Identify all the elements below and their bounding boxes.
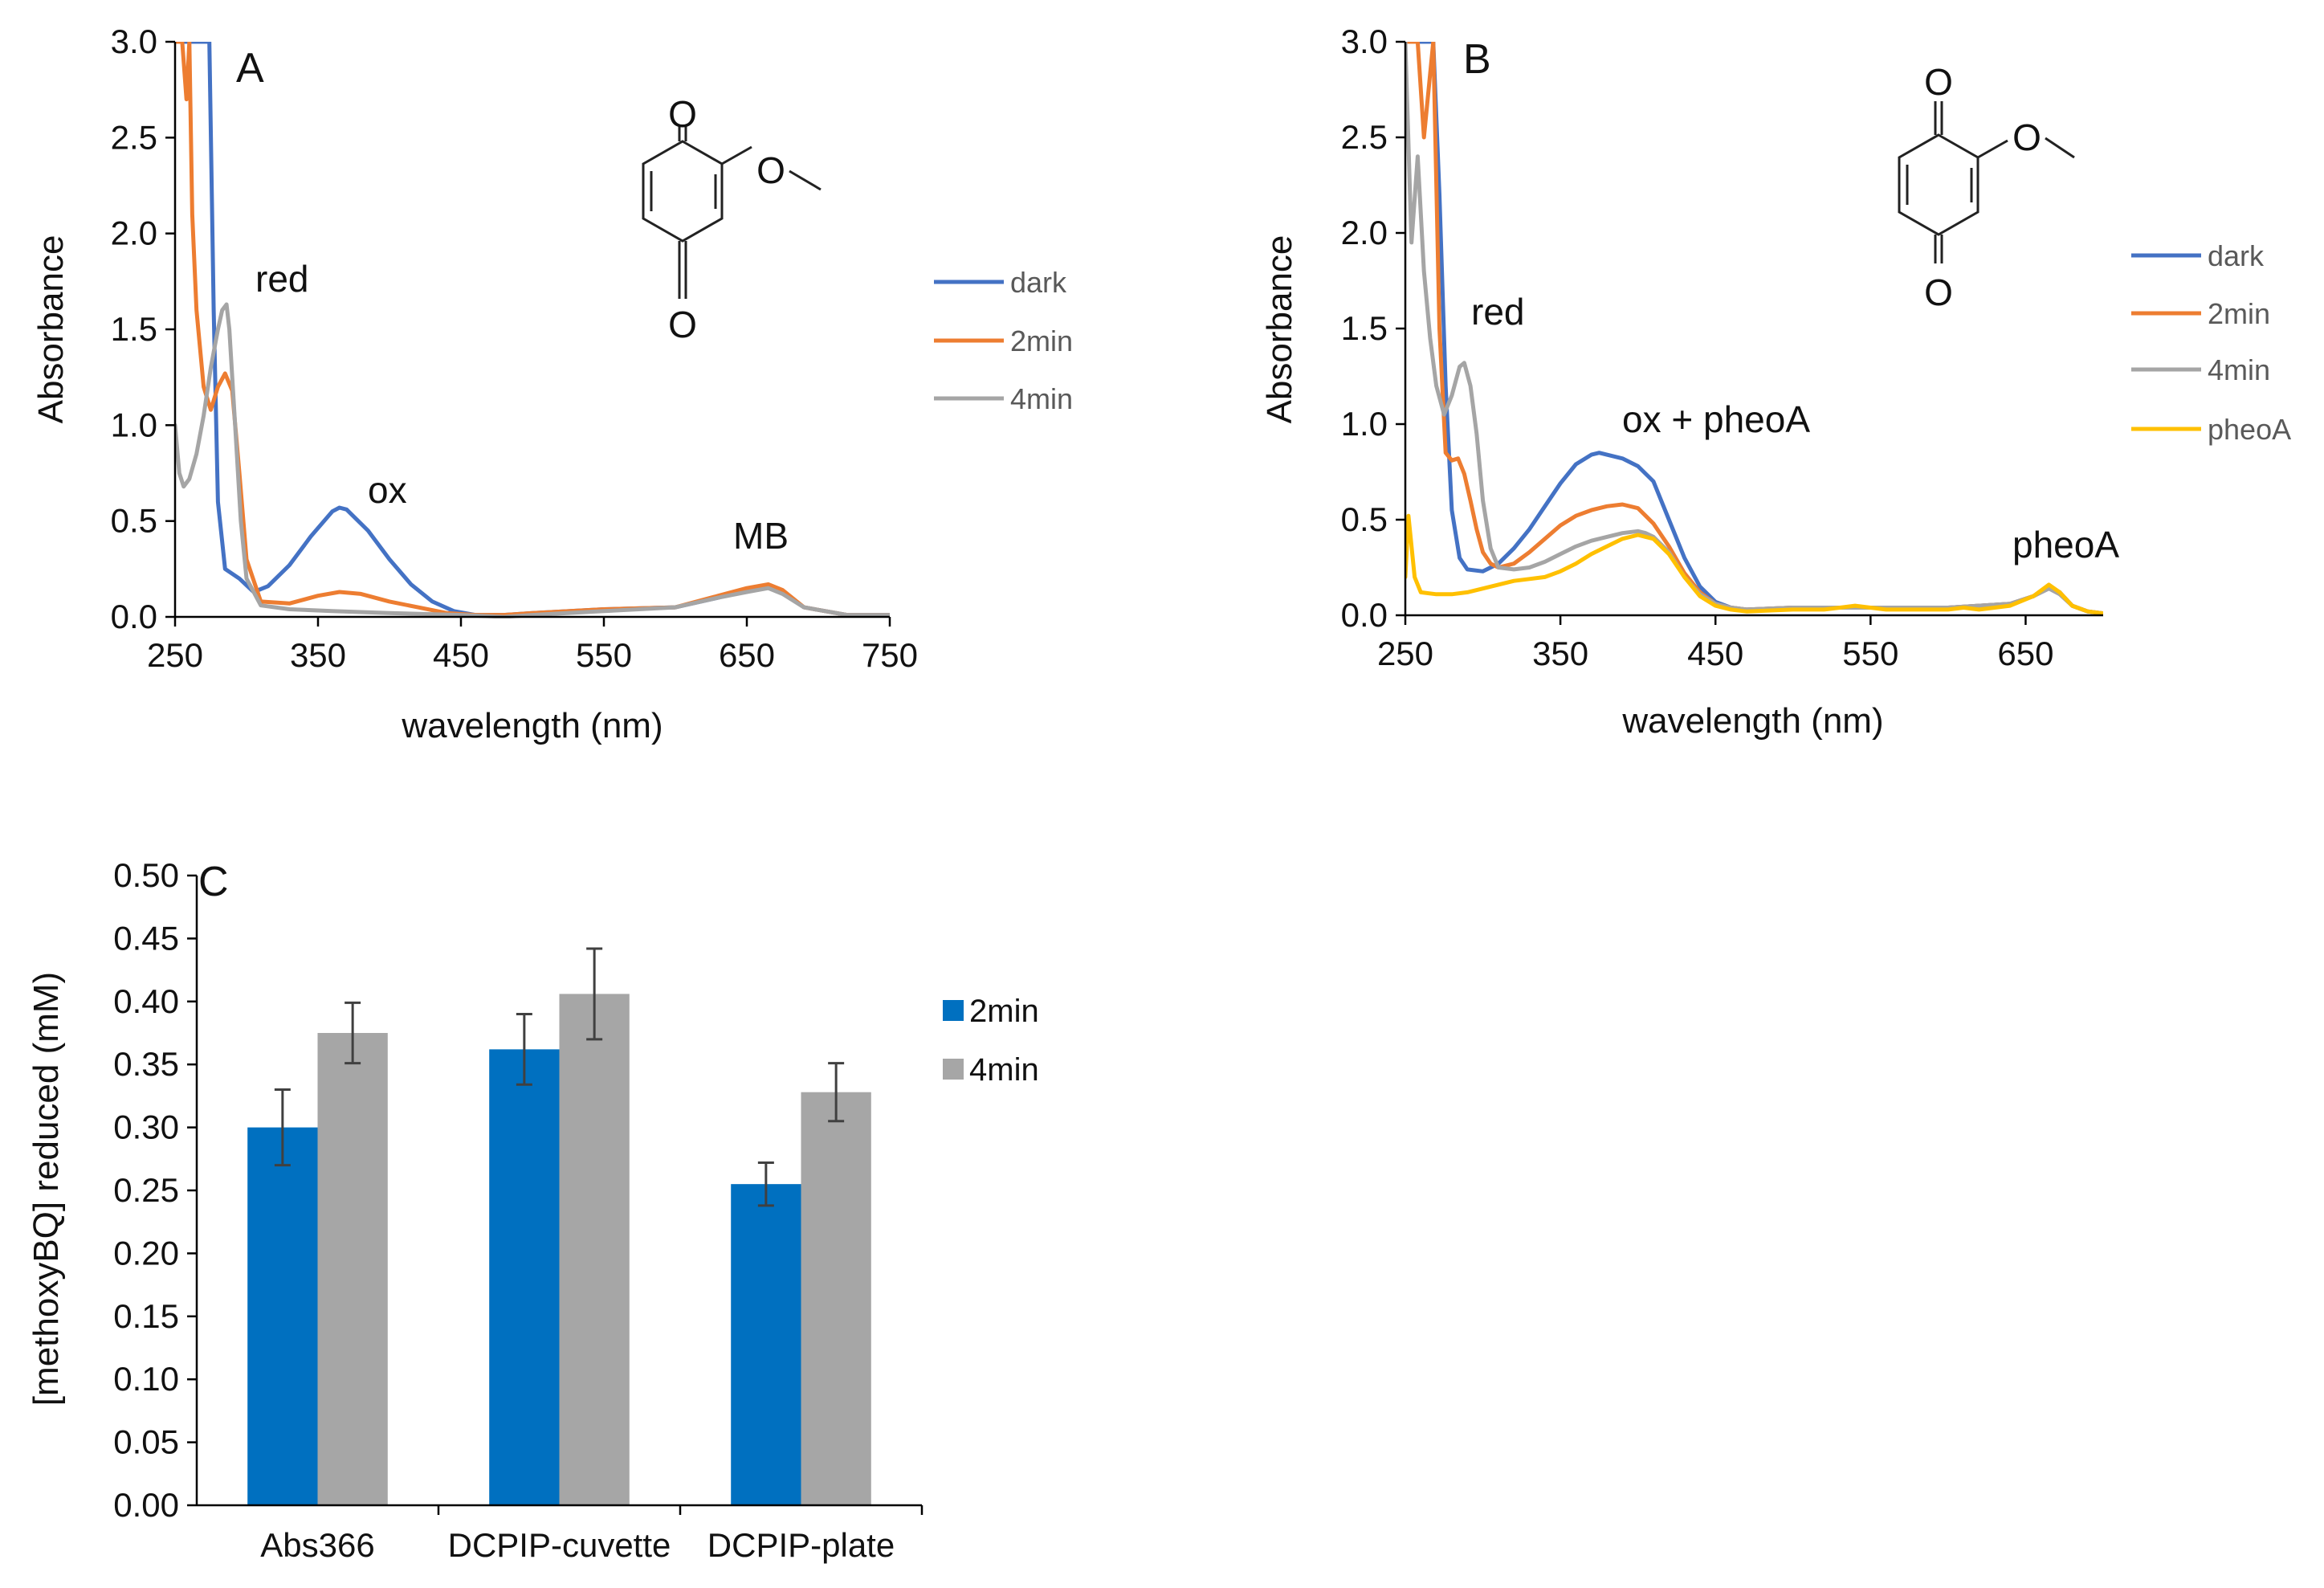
panel-c-y-tick-label: 0.35 (113, 1045, 179, 1083)
panel-b-spectrum-chart: B 0.00.51.01.52.02.53.0 250 350 450 550 650 … (1260, 22, 2291, 741)
molecule-atom-o-methoxy: O (756, 149, 785, 191)
panel-b-x-tick-label: 550 (1842, 635, 1898, 672)
annotation-mb: MB (733, 515, 789, 557)
legend-b-label-pheoa: pheoA (2208, 413, 2291, 446)
bar-2min-dcpip-plate (731, 1184, 801, 1505)
panel-c-y-tick-label: 0.20 (113, 1234, 179, 1272)
bar-4min-dcpip-plate (801, 1092, 871, 1505)
bar-4min-abs366 (317, 1033, 388, 1505)
panel-c-category-label: DCPIP-cuvette (448, 1526, 671, 1564)
series-line-2min-a (175, 42, 890, 618)
panel-b-x-tick-label: 450 (1687, 635, 1743, 672)
panel-b-x-tick-label: 350 (1532, 635, 1588, 672)
legend-a-label-dark: dark (1010, 266, 1067, 299)
panel-a-x-tick-label: 450 (433, 636, 489, 674)
panel-b-y-axis-title: Absorbance (1260, 235, 1299, 424)
legend-c-swatch-4min (943, 1059, 964, 1080)
annotation-red: red (255, 258, 308, 300)
panel-a-x-tick-label: 250 (147, 636, 203, 674)
panel-b-y-tick-label: 2.5 (1341, 118, 1388, 156)
panel-b-x-tick-label: 250 (1377, 635, 1433, 672)
series-line-pheoa-b (1405, 513, 2103, 616)
molecule-b-atom-o-top: O (1924, 61, 1953, 103)
panel-a-x-tick-label: 750 (862, 636, 918, 674)
panel-a-y-tick-label: 2.0 (111, 214, 157, 252)
legend-c-label-2min: 2min (969, 994, 1039, 1029)
panel-c-y-tick-label: 0.40 (113, 982, 179, 1020)
panel-c-label: C (198, 859, 229, 905)
panel-c-y-tick-label: 0.50 (113, 856, 179, 894)
series-line-4min-a (175, 302, 890, 618)
panel-b-y-tick-label: 3.0 (1341, 22, 1388, 60)
panel-c-y-tick-label: 0.30 (113, 1108, 179, 1146)
panel-a-y-tick-label: 0.0 (111, 598, 157, 635)
panel-c-bar-chart: C 0.00 0.05 0.10 0.15 0.20 0.25 0.30 0.35 0.40 0.… (27, 856, 1039, 1564)
annotation-pheoa: pheoA (2012, 524, 2119, 565)
panel-a-x-tick-label: 550 (576, 636, 632, 674)
legend-a-label-4min: 4min (1010, 382, 1073, 415)
annotation-red-b: red (1471, 291, 1524, 333)
legend-b-label-dark: dark (2208, 239, 2265, 272)
legend-b-label-4min: 4min (2208, 353, 2270, 386)
methoxybenzoquinone-structure: O O O (642, 93, 822, 345)
panel-a-y-tick-label: 1.5 (111, 310, 157, 348)
bar-2min-abs366 (247, 1127, 318, 1505)
panel-a-y-tick-label: 1.0 (111, 406, 157, 443)
panel-b-legend: dark 2min 4min pheoA (2131, 239, 2291, 446)
legend-b-label-2min: 2min (2208, 297, 2270, 330)
panel-b-x-tick-label: 650 (1997, 635, 2053, 672)
panel-b-y-tick-label: 1.0 (1341, 405, 1388, 443)
panel-b-y-tick-label: 1.5 (1341, 309, 1388, 347)
panel-c-y-tick-label: 0.45 (113, 919, 179, 957)
panel-a-x-axis-title: wavelength (nm) (401, 706, 663, 745)
legend-c-label-4min: 4min (969, 1052, 1039, 1088)
bar-4min-dcpip-cuvette (559, 994, 630, 1505)
panel-c-category-label: Abs366 (260, 1526, 374, 1564)
panel-b-y-tick-label: 0.0 (1341, 596, 1388, 634)
panel-c-y-tick-label: 0.15 (113, 1297, 179, 1335)
panel-a-y-tick-label: 3.0 (111, 22, 157, 60)
molecule-b-atom-o-bottom: O (1924, 271, 1953, 313)
molecule-atom-o-top: O (668, 93, 697, 135)
annotation-ox-pheoa: ox + pheoA (1622, 398, 1810, 440)
molecule-b-atom-o-methoxy: O (2012, 116, 2041, 158)
panel-a-spectrum-chart: A 0.0 0.5 1.0 1.5 2.0 2.5 3.0 250 350 450 550 650 7… (31, 22, 1073, 745)
panel-c-y-tick-label: 0.00 (113, 1486, 179, 1524)
panel-c-legend: 2min 4min (943, 994, 1039, 1088)
panel-c-y-tick-label: 0.05 (113, 1423, 179, 1461)
panel-c-y-axis-title: [methoxyBQ] reduced (mM) (27, 972, 66, 1406)
molecule-atom-o-bottom: O (668, 304, 697, 345)
panel-b-y-tick-label: 2.0 (1341, 214, 1388, 251)
panel-a-legend: dark 2min 4min (934, 266, 1073, 415)
panel-c-category-label: DCPIP-plate (707, 1526, 895, 1564)
methoxybenzoquinone-structure-b: O O O (1898, 61, 2075, 313)
panel-a-y-tick-label: 0.5 (111, 502, 157, 540)
panel-b-label: B (1463, 36, 1491, 83)
panel-a-label: A (236, 45, 264, 92)
panel-b-y-tick-label: 0.5 (1341, 500, 1388, 538)
panel-a-x-tick-label: 350 (290, 636, 346, 674)
legend-c-swatch-2min (943, 1000, 964, 1021)
bar-2min-dcpip-cuvette (489, 1049, 560, 1505)
legend-a-label-2min: 2min (1010, 325, 1073, 357)
panel-b-x-axis-title: wavelength (nm) (1621, 701, 1883, 741)
panel-c-y-tick-label: 0.25 (113, 1171, 179, 1209)
panel-c-y-tick-label: 0.10 (113, 1360, 179, 1398)
panel-a-x-tick-label: 650 (719, 636, 775, 674)
annotation-ox: ox (368, 469, 407, 511)
panel-a-y-axis-title: Absorbance (31, 235, 71, 424)
panel-a-y-tick-label: 2.5 (111, 118, 157, 156)
